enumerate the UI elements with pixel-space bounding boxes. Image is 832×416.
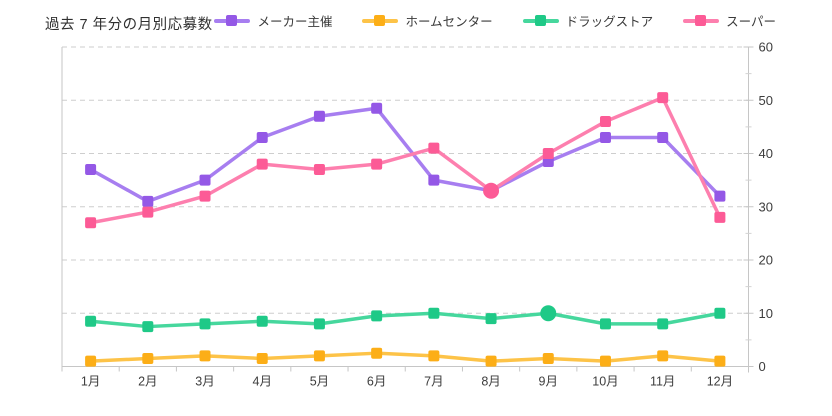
legend-item-drugstore[interactable]: ドラッグストア <box>522 11 654 30</box>
data-point-square <box>714 307 726 319</box>
data-point-square <box>714 355 726 367</box>
y-axis-label: 50 <box>759 93 773 108</box>
data-point-square <box>542 353 554 365</box>
data-point-square <box>85 163 97 175</box>
y-axis-label: 30 <box>759 199 773 214</box>
data-point-square <box>85 315 97 327</box>
data-point-square <box>657 350 669 362</box>
data-point-square <box>313 163 325 175</box>
chart-title: 過去 7 年分の月別応募数 <box>45 17 213 33</box>
x-axis-label: 12月 <box>707 375 733 389</box>
data-point-square <box>657 318 669 330</box>
data-point-square <box>542 148 554 159</box>
data-point-square <box>199 318 211 330</box>
legend-label: ホームセンター <box>405 15 493 29</box>
data-point-square <box>485 313 497 325</box>
data-point-square <box>313 110 325 122</box>
x-axis-label: 7月 <box>424 375 443 389</box>
data-point-circle <box>483 182 500 199</box>
y-axis-label: 10 <box>759 306 773 321</box>
data-point-square <box>199 350 211 362</box>
data-point-square <box>371 347 383 359</box>
x-axis-label: 10月 <box>592 375 618 389</box>
data-point-square <box>714 190 726 202</box>
x-axis-label: 4月 <box>253 375 272 389</box>
legend-line-square-icon <box>522 15 559 26</box>
data-point-square <box>256 315 268 327</box>
y-axis-label: 60 <box>759 40 773 55</box>
data-point-square <box>199 174 211 186</box>
data-point-square <box>599 318 611 330</box>
data-point-square <box>428 174 440 186</box>
x-axis-label: 5月 <box>310 375 329 389</box>
data-point-square <box>371 158 383 170</box>
legend-line-square-icon <box>362 15 399 26</box>
legend-line-square-icon <box>683 15 720 26</box>
x-axis-label: 1月 <box>81 375 100 389</box>
legend-label: ドラッグストア <box>565 15 654 29</box>
data-point-square <box>714 211 726 223</box>
series-3-line <box>85 92 726 229</box>
data-point-square <box>256 158 268 170</box>
data-point-square <box>371 310 383 322</box>
data-point-square <box>85 355 97 367</box>
data-point-square <box>256 353 268 365</box>
x-axis-label: 8月 <box>481 375 500 389</box>
data-point-square <box>142 195 154 207</box>
x-axis-label: 3月 <box>195 375 214 389</box>
legend-item-super[interactable]: スーパー <box>683 11 776 30</box>
data-point-square <box>142 353 154 365</box>
data-point-square <box>428 307 440 319</box>
legend-label: スーパー <box>726 15 776 29</box>
legend-line-square-icon <box>214 15 251 26</box>
data-point-square <box>371 102 383 114</box>
legend-label: メーカー主催 <box>257 15 333 29</box>
x-axis-label: 2月 <box>138 375 157 389</box>
data-point-square <box>142 206 154 218</box>
data-point-square <box>599 116 611 128</box>
data-point-square <box>657 132 669 144</box>
data-point-square <box>599 355 611 367</box>
legend-item-home-center[interactable]: ホームセンター <box>362 11 493 30</box>
legend: メーカー主催 ホームセンター ドラッグストア スーパー <box>214 11 776 30</box>
data-point-square <box>428 350 440 362</box>
x-axis-label: 11月 <box>650 375 675 389</box>
data-point-square <box>85 217 97 229</box>
data-point-square <box>599 132 611 144</box>
y-axis-label: 40 <box>759 146 773 161</box>
series-2-line <box>85 305 726 333</box>
y-axis-label: 0 <box>759 359 766 374</box>
y-axis-label: 20 <box>759 253 773 268</box>
data-point-square <box>313 350 325 362</box>
x-axis-label: 6月 <box>367 375 386 389</box>
data-point-square <box>256 132 268 144</box>
data-point-square <box>657 92 669 104</box>
data-point-square <box>428 142 440 154</box>
series-1-line <box>85 347 726 367</box>
data-point-square <box>142 321 154 333</box>
x-axis-label: 9月 <box>539 375 558 389</box>
data-point-circle <box>540 305 557 322</box>
legend-item-maker-sponsored[interactable]: メーカー主催 <box>214 11 332 30</box>
data-point-square <box>313 318 325 330</box>
data-point-square <box>485 355 497 367</box>
data-point-square <box>199 190 211 202</box>
